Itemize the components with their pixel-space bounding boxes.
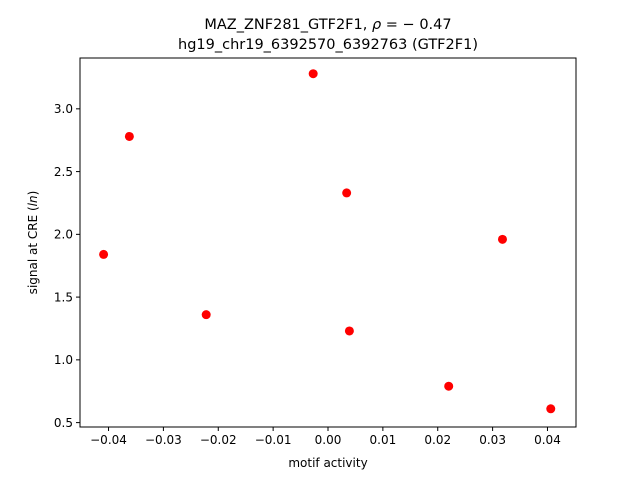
- x-axis: −0.04 −0.03 −0.02 −0.01 0.00 0.01 0.02 0.03 0.04: [90, 427, 561, 447]
- y-axis: 0.5 1.0 1.5 2.0 2.5 3.0: [54, 102, 80, 430]
- data-point: [444, 381, 454, 391]
- chart-title-line1: MAZ_ZNF281_GTF2F1, ρ = − 0.47: [204, 17, 451, 33]
- x-tick-label: −0.04: [90, 433, 127, 447]
- x-tick-label: 0.02: [424, 433, 451, 447]
- x-tick-label: −0.01: [255, 433, 292, 447]
- x-tick-label: −0.02: [200, 433, 237, 447]
- y-tick-label: 1.5: [54, 290, 73, 304]
- y-tick-label: 2.0: [54, 228, 73, 242]
- x-tick-label: 0.01: [370, 433, 397, 447]
- y-axis-label: signal at CRE (ln): [26, 191, 40, 295]
- x-tick-label: −0.03: [145, 433, 182, 447]
- chart-title-line2: hg19_chr19_6392570_6392763 (GTF2F1): [178, 37, 478, 53]
- data-points: [99, 69, 556, 414]
- data-point: [308, 69, 318, 79]
- x-tick-label: 0.00: [315, 433, 342, 447]
- data-point: [99, 249, 109, 259]
- y-tick-label: 1.0: [54, 353, 73, 367]
- data-point: [201, 310, 211, 320]
- x-axis-label: motif activity: [288, 456, 367, 470]
- data-point: [342, 188, 352, 198]
- y-tick-label: 3.0: [54, 102, 73, 116]
- y-tick-label: 0.5: [54, 416, 73, 430]
- y-tick-label: 2.5: [54, 165, 73, 179]
- data-point: [546, 404, 556, 414]
- x-tick-label: 0.04: [534, 433, 561, 447]
- x-tick-label: 0.03: [479, 433, 506, 447]
- data-point: [344, 326, 354, 336]
- data-point: [497, 234, 507, 244]
- data-point: [124, 131, 134, 141]
